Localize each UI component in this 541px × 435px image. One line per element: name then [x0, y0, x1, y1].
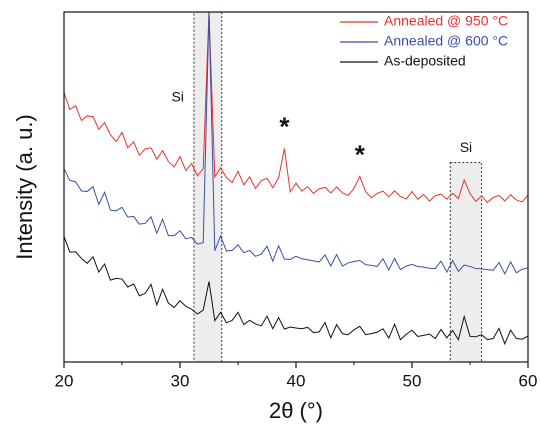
x-tick-label: 30: [171, 371, 190, 390]
region-label: Si: [460, 139, 472, 155]
x-tick-label: 60: [519, 371, 538, 390]
x-axis-label: 2θ (°): [269, 398, 323, 423]
x-tick-label: 50: [403, 371, 422, 390]
legend-label: Annealed @ 950 °C: [384, 13, 508, 29]
x-tick-label: 20: [55, 371, 74, 390]
y-axis-label: Intensity (a. u.): [12, 114, 37, 260]
x-tick-label: 40: [287, 371, 306, 390]
legend-label: As-deposited: [384, 53, 466, 69]
series-line: [64, 12, 528, 275]
region: [449, 162, 483, 363]
series-line: [64, 12, 528, 204]
annotation: *: [279, 111, 290, 141]
annotation: *: [355, 139, 366, 169]
legend-label: Annealed @ 600 °C: [384, 33, 508, 49]
region-label: Si: [171, 89, 183, 105]
series-line: [64, 236, 528, 346]
